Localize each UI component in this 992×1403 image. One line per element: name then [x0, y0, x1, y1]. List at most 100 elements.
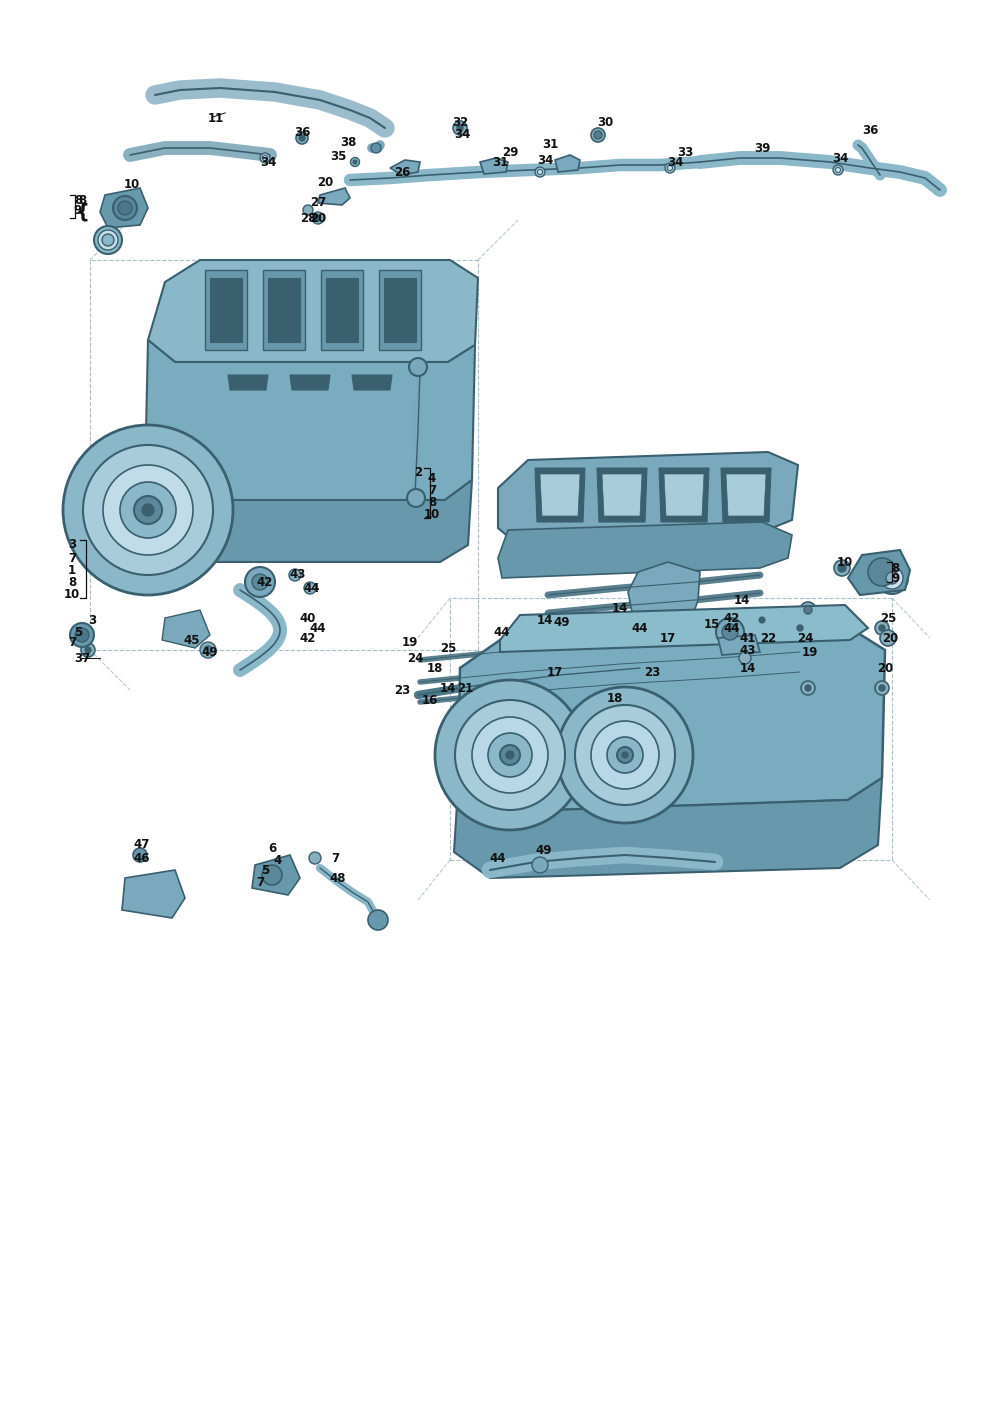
Circle shape — [304, 582, 316, 593]
Text: 27: 27 — [310, 195, 326, 209]
Text: 44: 44 — [490, 852, 506, 864]
Text: 10: 10 — [424, 508, 440, 521]
Text: 18: 18 — [427, 661, 443, 675]
Circle shape — [142, 504, 154, 516]
Circle shape — [793, 622, 807, 636]
Text: 16: 16 — [422, 693, 438, 707]
Circle shape — [133, 847, 147, 861]
Text: 43: 43 — [740, 644, 756, 657]
Text: 7: 7 — [256, 875, 264, 888]
Text: 7: 7 — [331, 852, 339, 864]
Circle shape — [739, 652, 751, 664]
Circle shape — [617, 746, 633, 763]
Text: 28: 28 — [300, 212, 316, 224]
Circle shape — [75, 629, 89, 643]
Text: 23: 23 — [394, 683, 410, 696]
Polygon shape — [228, 375, 268, 390]
Polygon shape — [659, 469, 709, 522]
Circle shape — [315, 215, 321, 222]
Polygon shape — [628, 563, 700, 622]
Text: 42: 42 — [257, 575, 273, 588]
Text: 7: 7 — [67, 637, 76, 650]
Circle shape — [876, 563, 908, 593]
Text: 14: 14 — [612, 602, 628, 615]
Text: 6: 6 — [268, 842, 276, 854]
Polygon shape — [290, 375, 330, 390]
Text: 20: 20 — [310, 212, 326, 224]
Text: 14: 14 — [740, 661, 756, 675]
Polygon shape — [540, 474, 580, 516]
Circle shape — [881, 567, 903, 589]
Text: 33: 33 — [677, 146, 693, 159]
Circle shape — [118, 201, 132, 215]
Circle shape — [262, 866, 282, 885]
Text: 11: 11 — [208, 111, 224, 125]
Text: 21: 21 — [457, 682, 473, 694]
Text: 34: 34 — [667, 156, 683, 168]
Polygon shape — [390, 160, 420, 175]
Polygon shape — [100, 188, 148, 229]
Text: 47: 47 — [134, 839, 150, 852]
Circle shape — [535, 167, 545, 177]
Circle shape — [120, 483, 176, 537]
Polygon shape — [321, 269, 363, 349]
Polygon shape — [555, 154, 580, 173]
Text: 34: 34 — [260, 156, 276, 168]
Text: 17: 17 — [547, 665, 563, 679]
Text: 37: 37 — [73, 651, 90, 665]
Text: 44: 44 — [310, 622, 326, 634]
Circle shape — [804, 606, 812, 615]
Polygon shape — [384, 278, 416, 342]
Circle shape — [622, 752, 628, 758]
Circle shape — [113, 196, 137, 220]
Text: 20: 20 — [316, 175, 333, 188]
Text: 34: 34 — [453, 129, 470, 142]
Polygon shape — [148, 260, 478, 362]
Circle shape — [353, 160, 357, 164]
Text: 44: 44 — [724, 622, 740, 634]
Text: 44: 44 — [632, 622, 648, 634]
Polygon shape — [326, 278, 358, 342]
Polygon shape — [205, 269, 247, 349]
Text: 44: 44 — [494, 626, 510, 638]
Text: 36: 36 — [294, 125, 310, 139]
Text: 8: 8 — [73, 194, 82, 206]
Text: 20: 20 — [877, 661, 893, 675]
Text: 26: 26 — [394, 166, 410, 178]
Polygon shape — [142, 478, 472, 563]
Circle shape — [81, 643, 95, 657]
Text: 5: 5 — [261, 863, 269, 877]
Text: 20: 20 — [882, 631, 898, 644]
Circle shape — [103, 464, 193, 556]
Circle shape — [102, 234, 114, 246]
Circle shape — [204, 645, 212, 654]
Circle shape — [70, 623, 94, 647]
Circle shape — [875, 622, 889, 636]
Text: 46: 46 — [134, 852, 150, 864]
Polygon shape — [210, 278, 242, 342]
Circle shape — [289, 570, 301, 581]
Circle shape — [350, 157, 359, 167]
Text: 8: 8 — [67, 575, 76, 588]
Circle shape — [607, 737, 643, 773]
Text: 9: 9 — [891, 571, 899, 585]
Circle shape — [368, 911, 388, 930]
Text: 48: 48 — [329, 871, 346, 884]
Text: 8: 8 — [78, 194, 86, 206]
Circle shape — [801, 680, 815, 694]
Text: 43: 43 — [290, 567, 307, 581]
Text: 44: 44 — [304, 581, 320, 595]
Text: 49: 49 — [201, 645, 218, 658]
Circle shape — [668, 166, 673, 171]
Text: 8: 8 — [891, 561, 899, 574]
Circle shape — [879, 624, 885, 631]
Text: 34: 34 — [832, 152, 848, 164]
Text: 24: 24 — [407, 651, 424, 665]
Polygon shape — [498, 522, 792, 578]
Circle shape — [838, 564, 846, 572]
Text: 31: 31 — [492, 156, 508, 168]
Circle shape — [886, 572, 898, 584]
Text: 17: 17 — [660, 631, 677, 644]
Text: 1: 1 — [67, 564, 76, 577]
Polygon shape — [454, 779, 882, 878]
